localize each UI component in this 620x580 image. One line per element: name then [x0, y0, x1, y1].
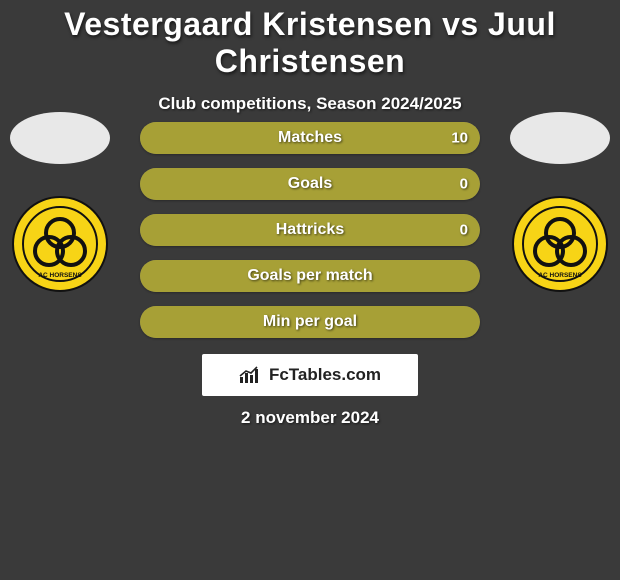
player-right-column: AC HORSENS [500, 112, 620, 292]
club-rings-icon: AC HORSENS [21, 205, 99, 283]
player-right-club-badge: AC HORSENS [512, 196, 608, 292]
snapshot-date: 2 november 2024 [0, 408, 620, 428]
stat-row: Min per goal [140, 306, 480, 338]
stat-row: 0 Hattricks [140, 214, 480, 246]
page-title: Vestergaard Kristensen vs Juul Christens… [0, 0, 620, 80]
svg-text:AC HORSENS: AC HORSENS [538, 272, 582, 279]
stat-row: Goals per match [140, 260, 480, 292]
stat-value-right: 0 [460, 222, 468, 239]
stat-label: Goals per match [247, 267, 372, 285]
stat-value-right: 0 [460, 176, 468, 193]
stat-row: 10 Matches [140, 122, 480, 154]
subtitle: Club competitions, Season 2024/2025 [0, 94, 620, 114]
club-rings-icon: AC HORSENS [521, 205, 599, 283]
fctables-logo-text: FcTables.com [269, 365, 381, 385]
svg-text:AC HORSENS: AC HORSENS [38, 272, 82, 279]
player-right-avatar [510, 112, 610, 164]
stat-label: Min per goal [263, 313, 357, 331]
player-left-column: AC HORSENS [0, 112, 120, 292]
stat-value-right: 10 [451, 130, 468, 147]
bar-chart-icon [239, 365, 263, 385]
comparison-card: Vestergaard Kristensen vs Juul Christens… [0, 0, 620, 580]
player-left-club-badge: AC HORSENS [12, 196, 108, 292]
stat-row: 0 Goals [140, 168, 480, 200]
stat-label: Goals [288, 175, 332, 193]
stat-label: Hattricks [276, 221, 344, 239]
stat-label: Matches [278, 129, 342, 147]
player-left-avatar [10, 112, 110, 164]
fctables-logo: FcTables.com [202, 354, 418, 396]
stats-list: 10 Matches 0 Goals 0 Hattricks Goals per match… [140, 122, 480, 338]
